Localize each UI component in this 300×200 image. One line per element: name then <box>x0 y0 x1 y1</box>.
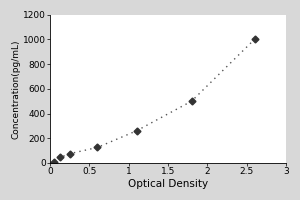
Y-axis label: Concentration(pg/mL): Concentration(pg/mL) <box>11 39 20 139</box>
X-axis label: Optical Density: Optical Density <box>128 179 208 189</box>
